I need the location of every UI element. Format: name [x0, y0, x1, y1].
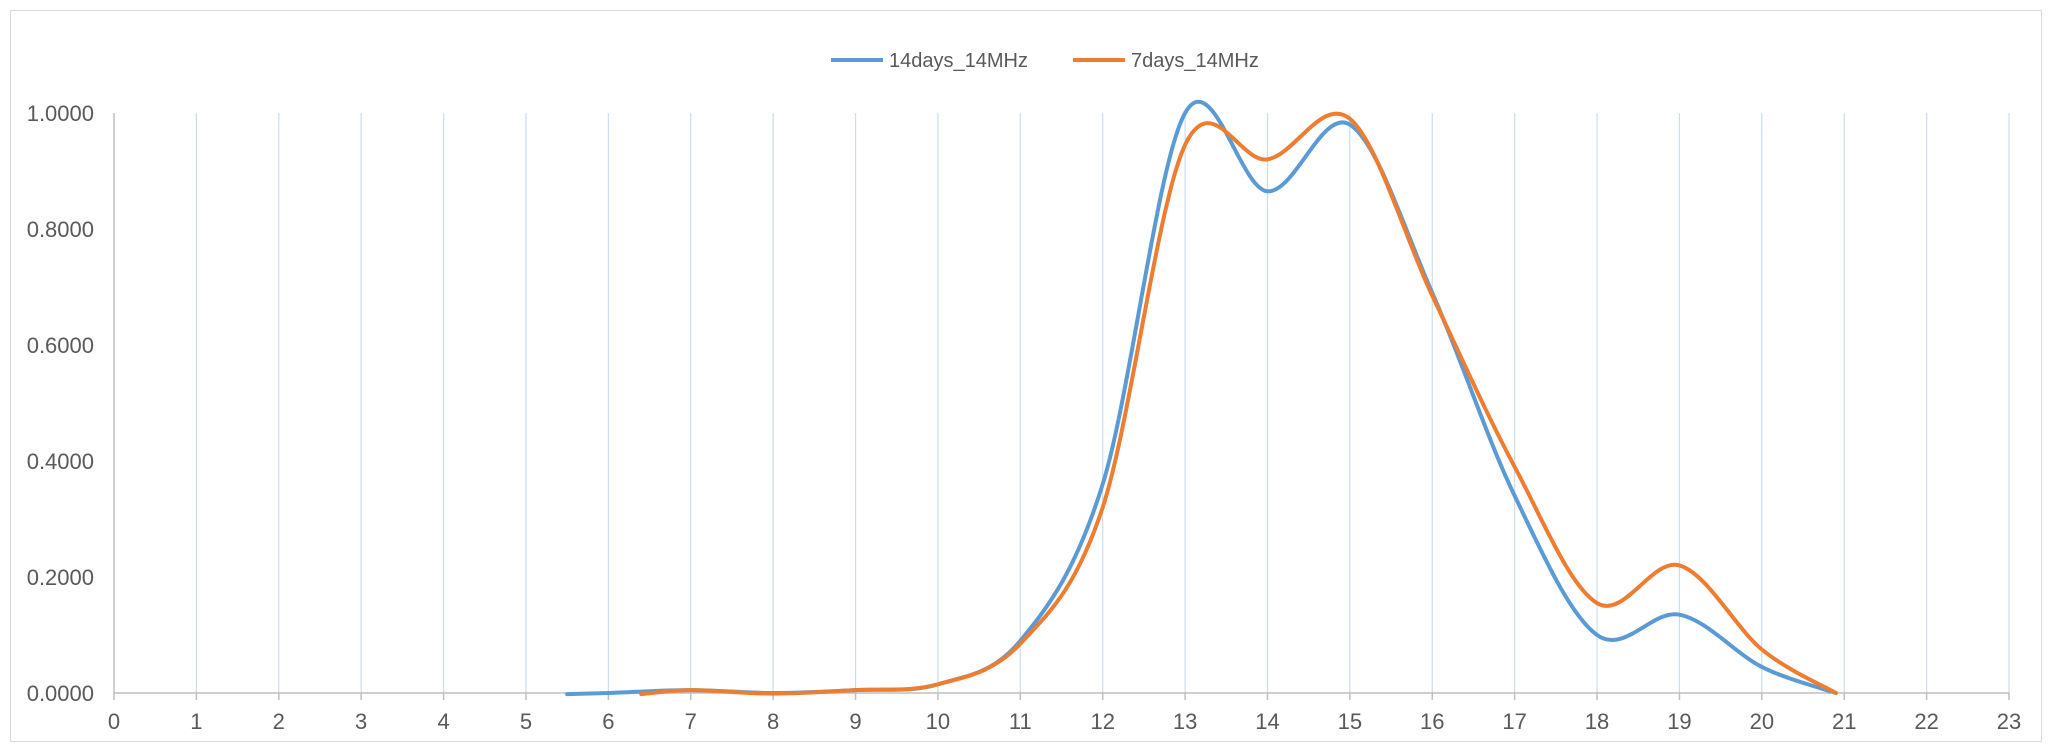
x-tick-label: 21 — [1832, 709, 1856, 734]
x-tick-label: 2 — [273, 709, 285, 734]
y-tick-label: 0.2000 — [27, 565, 94, 590]
x-tick-label: 8 — [767, 709, 779, 734]
x-tick-label: 20 — [1750, 709, 1774, 734]
series-line-2 — [639, 111, 1838, 697]
x-tick-label: 13 — [1173, 709, 1197, 734]
y-tick-label: 0.4000 — [27, 449, 94, 474]
chart-area: 0 1 2 3 4 5 6 7 8 9 10 11 12 13 14 15 16 17 18 19 20 21 22 23 0.… — [10, 10, 2042, 742]
legend-label-1: 14days_14MHz — [889, 50, 1028, 72]
tick-labels: 0 1 2 3 4 5 6 7 8 9 10 11 12 13 14 15 16 17 18 19 20 21 22 230.… — [27, 101, 2022, 734]
x-tick-label: 10 — [926, 709, 950, 734]
x-tick-label: 6 — [602, 709, 614, 734]
x-tick-label: 16 — [1420, 709, 1444, 734]
x-tick-label: 14 — [1255, 709, 1279, 734]
axes — [113, 113, 2010, 700]
x-tick-label: 22 — [1914, 709, 1938, 734]
x-tick-label: 11 — [1009, 709, 1032, 734]
legend-label-2: 7days_14MHz — [1131, 50, 1259, 72]
y-tick-label: 0.0000 — [27, 681, 94, 706]
gridlines — [195, 113, 2010, 693]
y-tick-label: 1.0000 — [27, 101, 94, 126]
x-tick-label: 15 — [1338, 709, 1362, 734]
x-tick-label: 17 — [1502, 709, 1526, 734]
series-line-1 — [565, 100, 1838, 697]
line-chart: 0 1 2 3 4 5 6 7 8 9 10 11 12 13 14 15 16 17 18 19 20 21 22 230.… — [27, 50, 2022, 734]
x-tick-label: 19 — [1667, 709, 1691, 734]
x-tick-label: 3 — [355, 709, 367, 734]
x-tick-label: 9 — [849, 709, 861, 734]
x-tick-label: 0 — [108, 709, 120, 734]
x-tick-label: 12 — [1090, 709, 1114, 734]
y-tick-label: 0.8000 — [27, 217, 94, 242]
x-tick-label: 4 — [437, 709, 449, 734]
y-tick-label: 0.6000 — [27, 333, 94, 358]
x-tick-label: 18 — [1585, 709, 1609, 734]
x-tick-label: 7 — [685, 709, 697, 734]
x-tick-label: 5 — [520, 709, 532, 734]
x-tick-label: 23 — [1997, 709, 2021, 734]
series-lines — [565, 100, 1838, 697]
legend: 14days_14MHz 7days_14MHz — [831, 50, 1259, 72]
x-tick-label: 1 — [190, 709, 202, 734]
